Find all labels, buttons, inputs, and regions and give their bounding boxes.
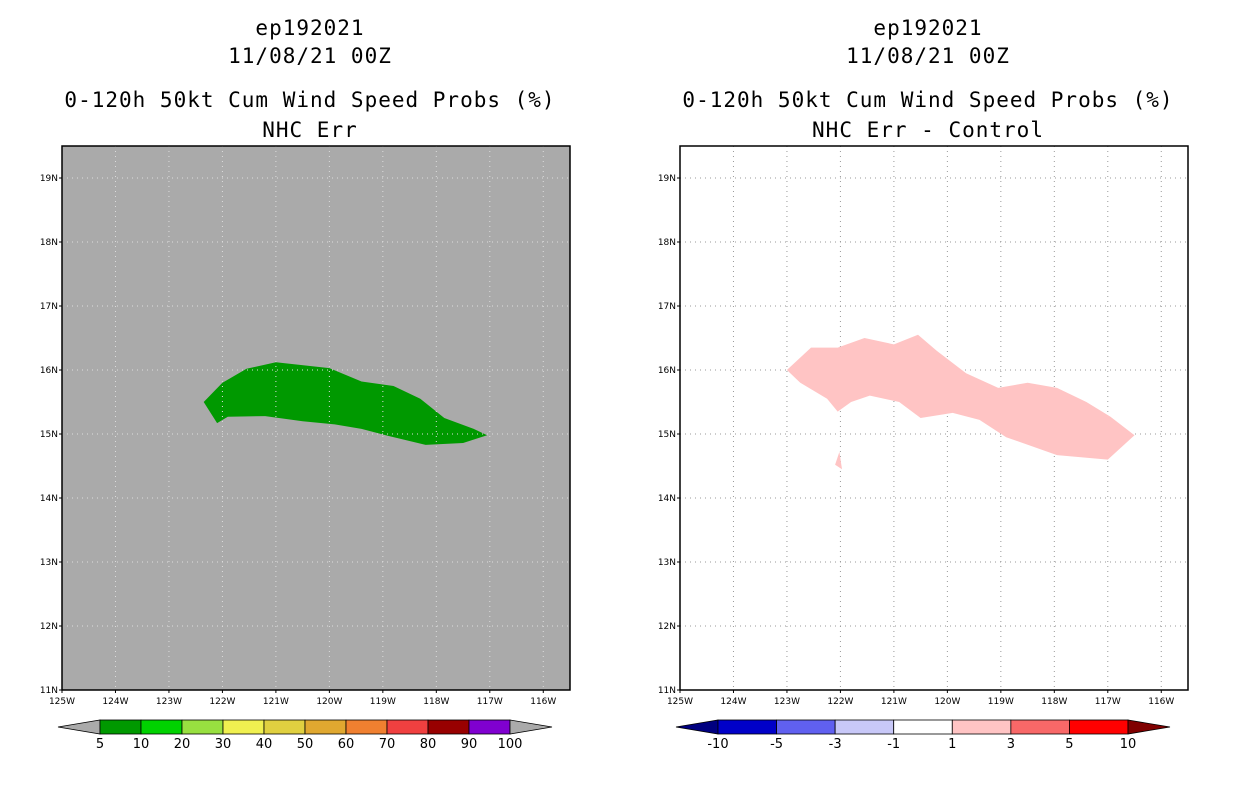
left-subtitle: NHC Err (262, 118, 358, 142)
right-legend-label: 1 (948, 737, 956, 752)
left-x-tick-label: 119W (370, 697, 396, 707)
left-y-tick-label: 13N (40, 558, 58, 568)
left-legend-swatch (345, 719, 388, 735)
right-x-tick-label: 118W (1041, 697, 1067, 707)
left-legend-under-arrow (57, 719, 101, 735)
right-legend-label: -3 (829, 737, 842, 752)
right-y-tick-label: 14N (658, 494, 676, 504)
right-legend-under-arrow (675, 719, 719, 735)
left-plot-frame (61, 145, 571, 691)
right-y-tick-label: 13N (658, 558, 676, 568)
right-legend-label: -10 (707, 737, 728, 752)
right-gridlines (680, 146, 1188, 690)
left-legend-label: 100 (498, 737, 523, 752)
right-legend-swatch (834, 719, 895, 735)
right-x-tick-label: 117W (1095, 697, 1121, 707)
left-gridlines (62, 146, 570, 690)
right-x-tick-label: 119W (988, 697, 1014, 707)
right-region-1 (835, 451, 842, 470)
right-legend: -10 -5 -3 -1 1 3 5 10 (675, 719, 1171, 752)
left-legend-swatch (263, 719, 306, 735)
left-legend-swatch (304, 719, 347, 735)
right-storm-id: ep192021 (873, 16, 983, 40)
right-legend-label: -1 (887, 737, 900, 752)
left-panel: 125W 124W 123W 122W 121W 120W 119W 118W 117W 116W… (40, 145, 571, 752)
right-legend-swatch (951, 719, 1012, 735)
left-legend-label: 40 (256, 737, 273, 752)
left-y-tick-label: 11N (40, 686, 58, 696)
left-x-tick-label: 121W (263, 697, 289, 707)
left-legend-label: 70 (379, 737, 396, 752)
left-x-tick-label: 120W (316, 697, 342, 707)
right-legend-label: 10 (1120, 737, 1137, 752)
left-legend-swatch (140, 719, 183, 735)
right-legend-swatch (717, 719, 777, 735)
right-x-tick-label: 123W (774, 697, 800, 707)
left-legend-label: 20 (174, 737, 191, 752)
left-legend-label: 50 (297, 737, 314, 752)
left-date: 11/08/21 00Z (228, 44, 392, 68)
right-y-tick-label: 15N (658, 430, 676, 440)
right-x-tick-label: 125W (667, 697, 693, 707)
left-legend-swatch (181, 719, 224, 735)
right-legend-swatch (1010, 719, 1070, 735)
right-legend-swatch (776, 719, 836, 735)
left-legend-swatch (427, 719, 470, 735)
left-y-tick-label: 18N (40, 238, 58, 248)
right-region-0 (786, 334, 1135, 460)
left-legend-label: 10 (133, 737, 150, 752)
right-legend-over-arrow (1127, 719, 1171, 735)
left-y-tick-label: 14N (40, 494, 58, 504)
right-x-tick-label: 121W (881, 697, 907, 707)
left-legend: 5 10 20 30 40 50 60 70 80 90 100 (57, 719, 553, 752)
right-x-tick-label: 116W (1148, 697, 1174, 707)
right-legend-label: 3 (1007, 737, 1015, 752)
left-x-tick-label: 124W (102, 697, 128, 707)
right-title: 0-120h 50kt Cum Wind Speed Probs (%) (682, 88, 1174, 112)
left-legend-swatch (99, 719, 142, 735)
left-y-tick-label: 17N (40, 302, 58, 312)
right-y-tick-label: 11N (658, 686, 676, 696)
right-subtitle: NHC Err - Control (812, 118, 1044, 142)
right-panel: 125W 124W 123W 122W 121W 120W 119W 118W 117W 116W… (658, 145, 1189, 752)
left-x-tick-label: 122W (209, 697, 235, 707)
right-y-tick-label: 18N (658, 238, 676, 248)
left-region-0 (203, 362, 488, 445)
right-y-tick-label: 12N (658, 622, 676, 632)
left-legend-label: 90 (461, 737, 478, 752)
left-y-tick-label: 16N (40, 366, 58, 376)
left-legend-label: 60 (338, 737, 355, 752)
left-legend-label: 5 (96, 737, 104, 752)
right-y-tick-label: 19N (658, 174, 676, 184)
left-x-tick-label: 118W (423, 697, 449, 707)
left-x-tick-label: 116W (530, 697, 556, 707)
right-y-tick-label: 17N (658, 302, 676, 312)
left-legend-label: 80 (420, 737, 437, 752)
right-date: 11/08/21 00Z (846, 44, 1010, 68)
left-y-tick-label: 12N (40, 622, 58, 632)
left-y-tick-label: 19N (40, 174, 58, 184)
left-legend-swatch (386, 719, 429, 735)
left-legend-label: 30 (215, 737, 232, 752)
left-legend-swatch (468, 719, 511, 735)
left-legend-swatch (222, 719, 265, 735)
left-title: 0-120h 50kt Cum Wind Speed Probs (%) (64, 88, 556, 112)
right-y-tick-label: 16N (658, 366, 676, 376)
left-x-tick-label: 117W (477, 697, 503, 707)
right-x-tick-label: 120W (934, 697, 960, 707)
right-legend-label: -5 (770, 737, 783, 752)
left-storm-id: ep192021 (255, 16, 365, 40)
left-x-tick-label: 125W (49, 697, 75, 707)
right-x-tick-label: 122W (827, 697, 853, 707)
right-plot-frame (679, 145, 1189, 691)
left-legend-over-arrow (509, 719, 553, 735)
left-y-tick-label: 15N (40, 430, 58, 440)
right-legend-swatch (893, 719, 953, 735)
right-x-tick-label: 124W (720, 697, 746, 707)
left-x-tick-label: 123W (156, 697, 182, 707)
right-legend-swatch (1069, 719, 1129, 735)
right-legend-label: 5 (1065, 737, 1073, 752)
